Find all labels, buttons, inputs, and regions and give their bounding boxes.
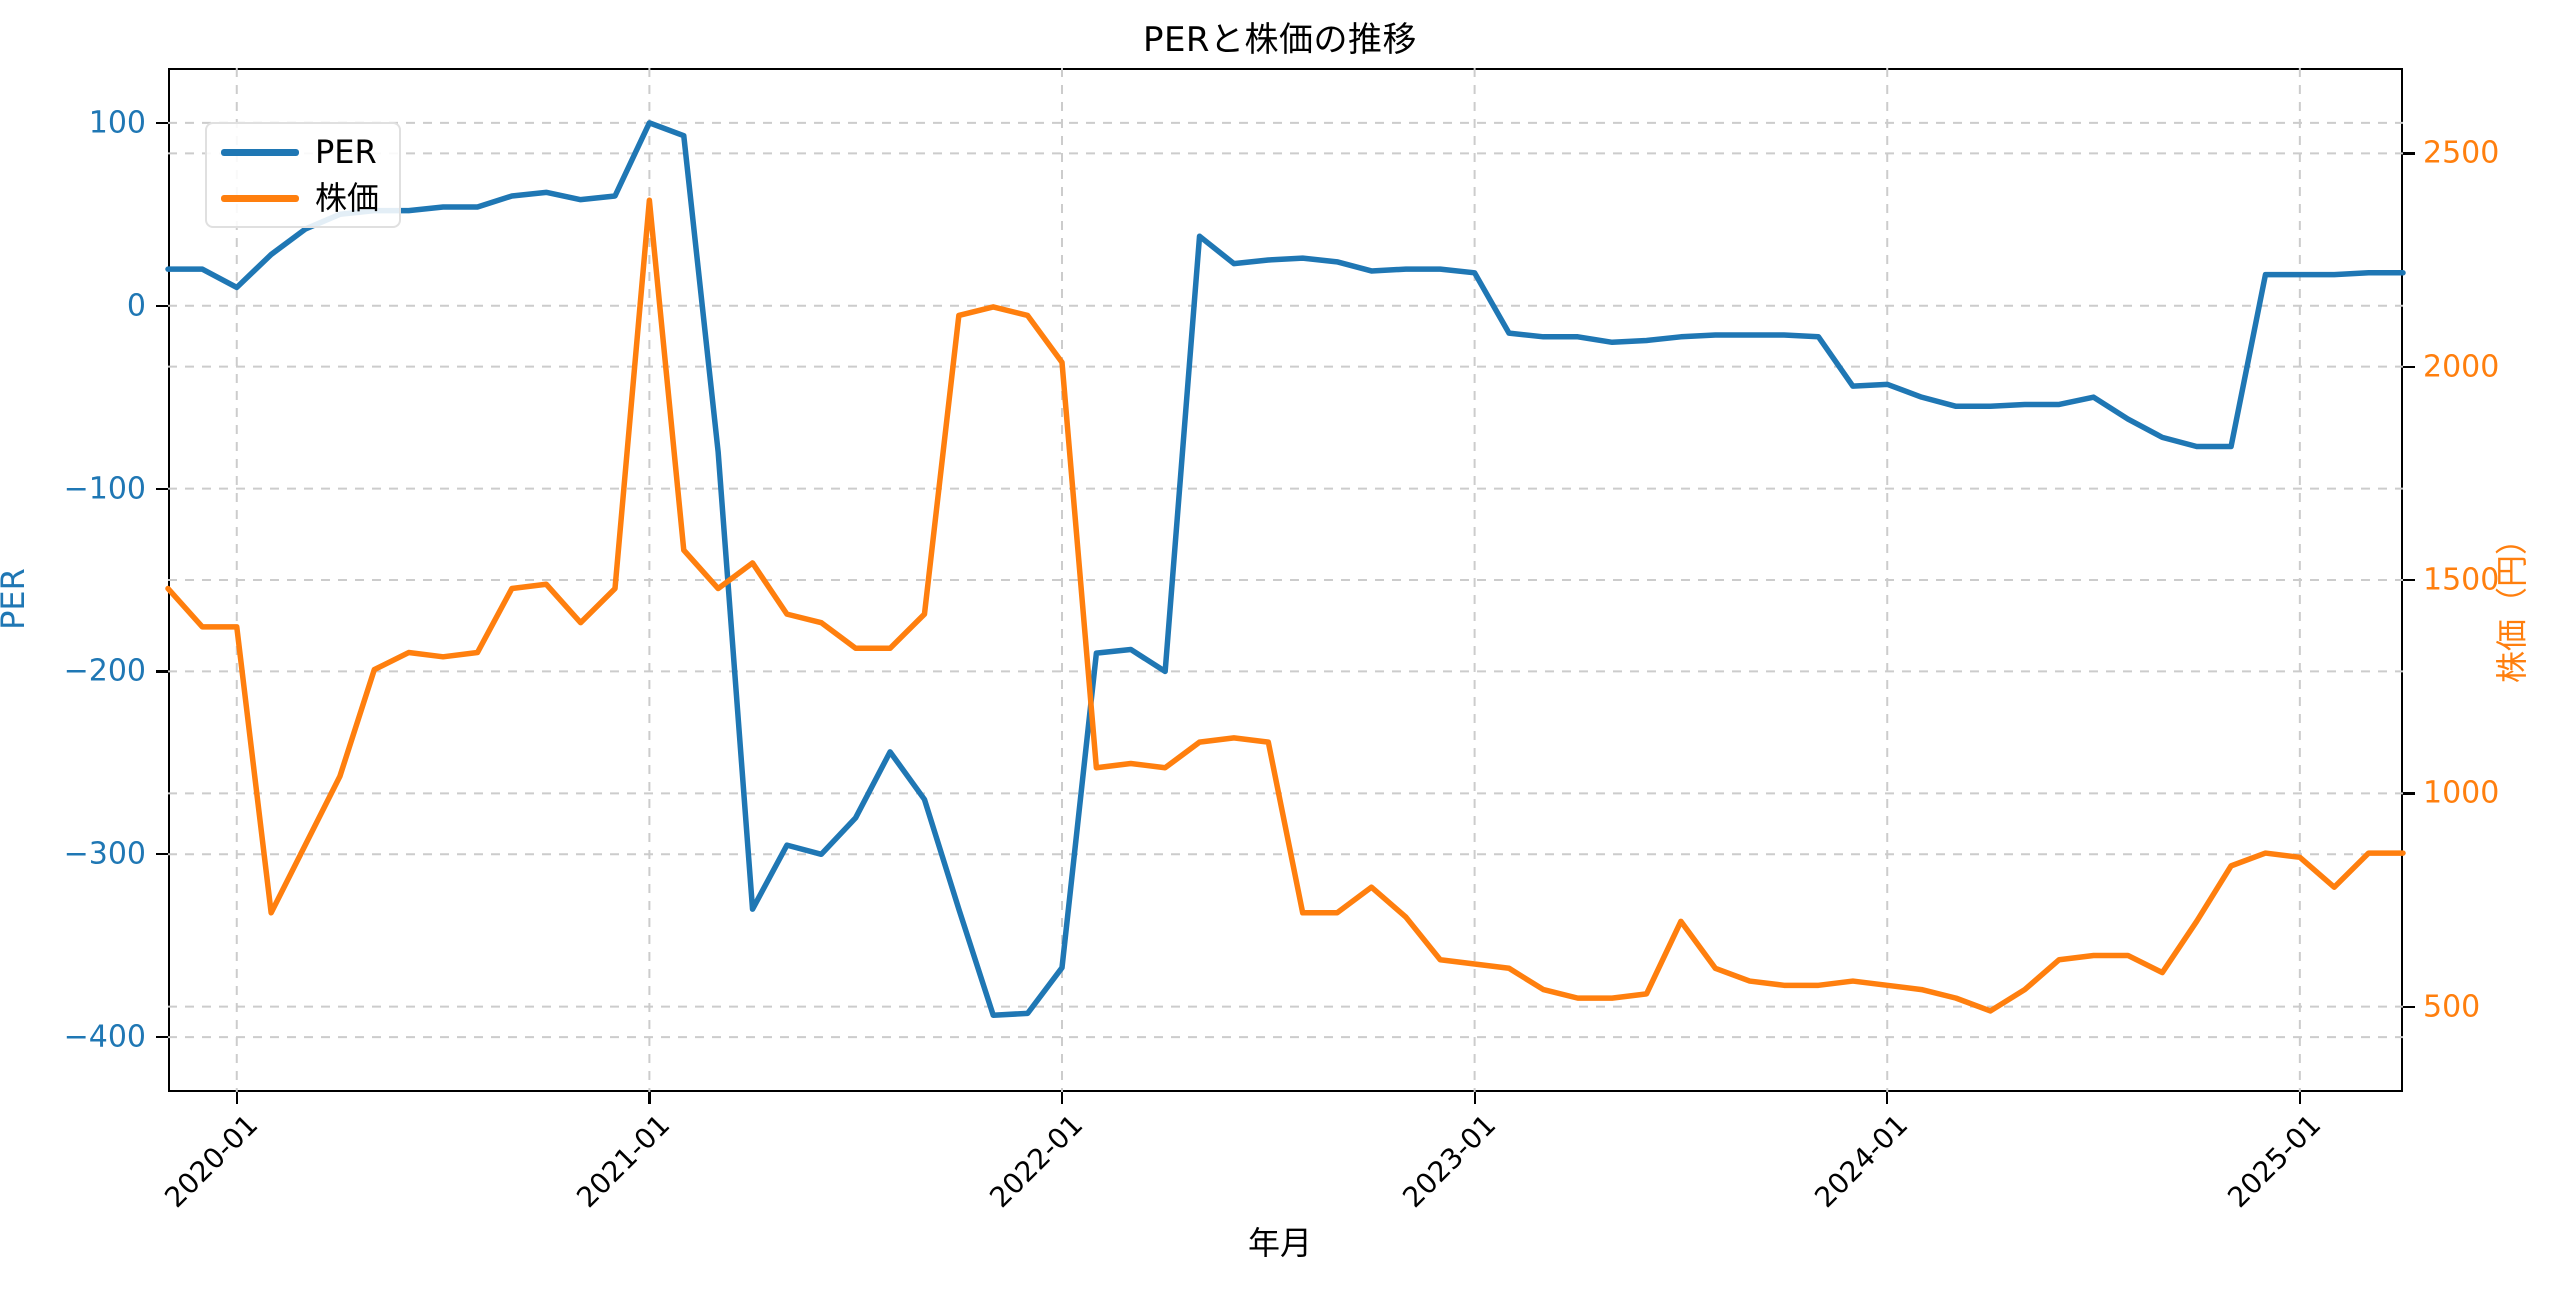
y-axis-left-label: PER: [0, 568, 32, 630]
x-axis-tick: 2023-01: [1395, 1108, 1502, 1215]
chart-legend: PER 株価: [205, 122, 402, 228]
grid-lines: [168, 68, 2403, 1092]
x-axis-tick: 2025-01: [2221, 1108, 2328, 1215]
x-axis-tick-mark: [1061, 1092, 1064, 1104]
y-axis-right-tick: 1000: [2423, 775, 2500, 811]
chart-title: PERと株価の推移: [1142, 20, 1418, 60]
y-axis-left-tick-mark: [156, 304, 168, 307]
x-axis-tick: 2021-01: [570, 1108, 677, 1215]
legend-swatch-kabuka: [221, 194, 299, 202]
legend-label-kabuka: 株価: [315, 179, 380, 217]
data-series-layer: [165, 120, 2406, 1018]
y-axis-right-tick-mark: [2403, 792, 2415, 795]
y-axis-right-tick: 1500: [2423, 562, 2500, 598]
legend-swatch-per: [221, 148, 299, 156]
legend-item-kabuka: 株価: [221, 182, 379, 214]
y-axis-right-tick-mark: [2403, 579, 2415, 582]
x-axis-tick-mark: [235, 1092, 238, 1104]
y-axis-left-tick: −300: [63, 836, 146, 872]
x-axis-tick-mark: [1473, 1092, 1476, 1104]
y-axis-left-tick: −400: [63, 1019, 146, 1055]
y-axis-right-tick: 2500: [2423, 135, 2500, 171]
y-axis-left-tick: 0: [126, 288, 146, 324]
x-axis-tick: 2022-01: [983, 1108, 1090, 1215]
plot-canvas: [165, 68, 2406, 1092]
y-axis-right-tick-mark: [2403, 152, 2415, 155]
x-axis-tick: 2024-01: [1808, 1108, 1915, 1215]
y-axis-left-tick: −100: [63, 471, 146, 507]
y-axis-right-tick-mark: [2403, 1005, 2415, 1008]
y-axis-left-tick-mark: [156, 1036, 168, 1039]
y-axis-left-tick-mark: [156, 853, 168, 856]
y-axis-left-tick-mark: [156, 121, 168, 125]
series-line-株価: [165, 197, 2406, 1014]
y-axis-right-tick: 500: [2423, 989, 2481, 1025]
y-axis-right-label: 株価（円）: [2493, 522, 2532, 684]
legend-label-per: PER: [315, 133, 377, 171]
y-axis-right-tick-mark: [2403, 365, 2415, 368]
x-axis-tick-mark: [1886, 1092, 1889, 1104]
legend-item-per: PER: [221, 136, 379, 168]
x-axis-tick-mark: [648, 1092, 651, 1104]
y-axis-left-tick: 100: [88, 105, 146, 141]
y-axis-left-tick-mark: [156, 670, 168, 673]
x-axis-label: 年月: [1247, 1224, 1312, 1262]
series-line-PER: [165, 120, 2406, 1018]
y-axis-right-tick: 2000: [2423, 349, 2500, 385]
y-axis-left-tick-mark: [156, 487, 168, 490]
x-axis-tick-mark: [2298, 1092, 2302, 1104]
x-axis-tick: 2020-01: [158, 1108, 265, 1215]
y-axis-left-tick: −200: [63, 653, 146, 689]
plot-area-frame: [168, 68, 2403, 1092]
